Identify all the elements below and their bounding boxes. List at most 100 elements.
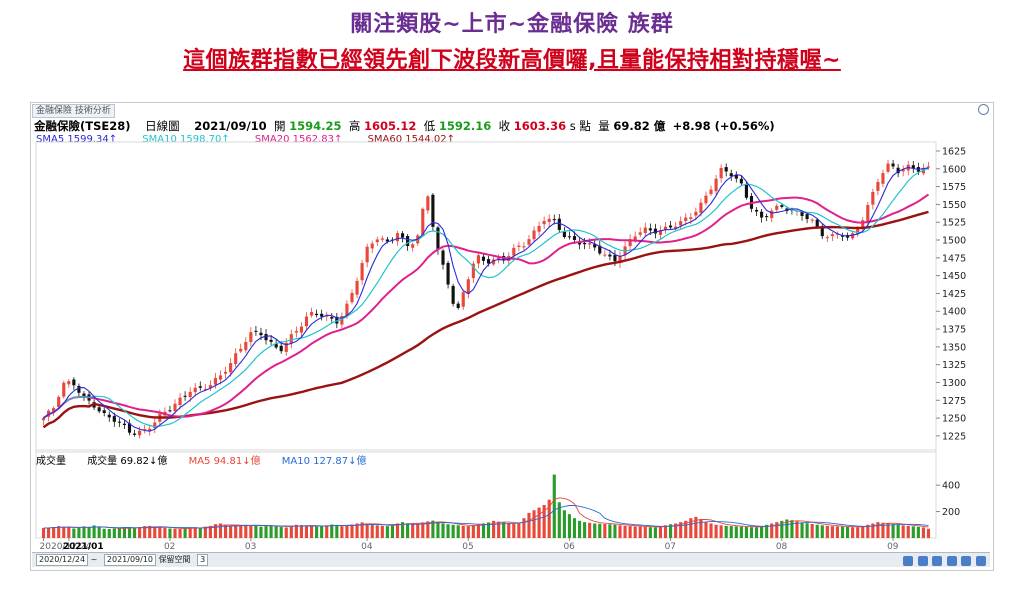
nav-last-icon[interactable]	[976, 555, 986, 566]
volume-bar	[148, 525, 152, 538]
volume-bar	[127, 527, 132, 538]
volume-bar	[527, 512, 531, 538]
price-tick-label: 1550	[942, 200, 966, 211]
low-value: 1592.16	[438, 119, 492, 133]
volume-bar	[724, 525, 728, 538]
unit-label: s 點	[569, 119, 591, 133]
candle-body	[765, 216, 769, 218]
candle-body	[355, 280, 359, 295]
zoom-in-icon[interactable]	[932, 555, 943, 566]
volume-bar	[552, 474, 556, 538]
volume-bar	[714, 524, 718, 538]
candle-body	[734, 174, 738, 179]
candle-body	[810, 219, 814, 221]
volume-bar	[532, 510, 536, 538]
sma60-line	[42, 210, 929, 429]
volume-bar	[567, 514, 572, 538]
volume-bar	[679, 522, 683, 538]
candle-body	[112, 416, 116, 422]
candle-body	[486, 259, 491, 264]
volume-bar	[82, 526, 86, 538]
candle-body	[274, 343, 278, 348]
volume-bar	[52, 527, 56, 538]
price-tick-label: 1375	[942, 325, 966, 336]
candle-body	[613, 255, 617, 262]
candle-body	[264, 333, 268, 341]
headline-title: 關注類股~上市~金融保險 族群	[350, 12, 674, 37]
candle-body	[871, 191, 875, 205]
volume-bar	[775, 522, 779, 538]
volume-bar	[709, 523, 713, 538]
volume-bar	[350, 524, 354, 538]
candle-body	[744, 184, 748, 198]
volume-bar	[749, 527, 754, 538]
x-tick-label: 03	[245, 542, 256, 552]
price-tick-label: 1450	[942, 271, 966, 282]
candle-body	[330, 317, 334, 319]
nav-prev-icon[interactable]	[917, 555, 928, 566]
candle-body	[481, 256, 486, 261]
candle-body	[598, 245, 602, 254]
candle-body	[183, 395, 187, 397]
candle-body	[476, 255, 480, 264]
volume-legend: 成交量 成交量 69.82↓億 MA5 94.81↓億 MA10 127.87↓…	[36, 452, 385, 467]
volume-bar	[815, 524, 819, 538]
high-value: 1605.12	[364, 119, 417, 133]
zoom-out-icon[interactable]	[946, 555, 957, 566]
from-date-select[interactable]: 2020/12/24	[36, 553, 89, 566]
zoom-icon[interactable]	[978, 104, 989, 115]
candle-body	[153, 422, 157, 429]
quote-date: 2021/09/10	[194, 119, 267, 133]
candle-body	[345, 303, 349, 317]
volume-bar	[289, 525, 293, 538]
candle-body	[583, 242, 587, 245]
candle-body	[203, 388, 207, 390]
to-date-select[interactable]: 2021/09/10	[103, 553, 157, 566]
ma-legend: SMA5 1599.34↑ SMA10 1598.70↑ SMA20 1562.…	[36, 134, 477, 145]
volume-bar	[264, 526, 268, 538]
period-label[interactable]: 日線圖	[145, 119, 180, 133]
volume-bar	[466, 526, 470, 538]
volume-bar	[441, 523, 445, 538]
candle-body	[572, 236, 577, 240]
candle-body	[861, 220, 865, 228]
window-title[interactable]: 金融保險 技術分析	[32, 104, 115, 118]
nav-first-icon[interactable]	[903, 555, 914, 566]
candle-body	[866, 205, 870, 222]
candle-body	[770, 210, 774, 219]
candle-body	[380, 238, 384, 240]
volume-bar	[370, 524, 374, 538]
volume-bar	[163, 527, 167, 538]
volume-bar	[608, 524, 612, 538]
high-label: 高	[348, 119, 361, 133]
volume-bar	[269, 525, 273, 538]
volume-bar	[471, 525, 475, 538]
volume-bar	[304, 525, 309, 538]
candle-body	[552, 219, 556, 221]
x-tick-label: 2020/12/24	[40, 542, 92, 552]
legend-vol-ma5: MA5 94.81↓億	[188, 456, 261, 467]
volume-value: 69.82 億	[613, 119, 666, 133]
volume-bar	[669, 524, 673, 538]
candle-body	[739, 178, 743, 184]
nav-next-icon[interactable]	[961, 555, 972, 566]
candle-body	[684, 217, 688, 221]
volume-bar	[173, 528, 177, 538]
volume-bar	[921, 527, 925, 538]
volume-bar	[77, 527, 81, 538]
volume-bar	[790, 520, 794, 538]
candle-body	[577, 241, 582, 245]
volume-bar	[851, 527, 855, 538]
candle-body	[436, 227, 440, 250]
candle-body	[117, 421, 121, 423]
space-input[interactable]: 3	[197, 553, 209, 566]
candle-body	[532, 230, 536, 240]
candle-body	[628, 239, 632, 247]
volume-bar	[618, 525, 622, 538]
volume-bar	[132, 528, 137, 538]
volume-bar	[825, 525, 829, 538]
candle-body	[365, 246, 369, 263]
volume-bar	[820, 525, 824, 538]
low-label: 低	[423, 119, 436, 133]
